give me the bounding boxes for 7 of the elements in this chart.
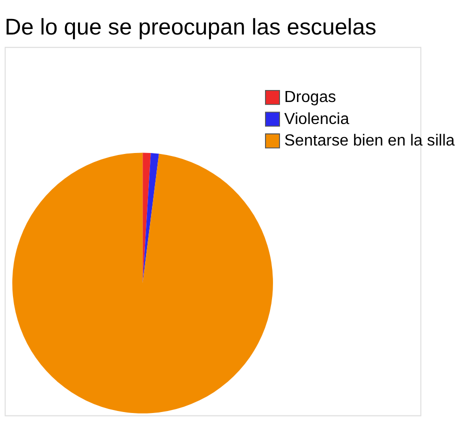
pie-slice: [142, 152, 151, 284]
legend-label: Violencia: [284, 110, 350, 128]
pie-slice: [142, 152, 159, 284]
legend-label: Drogas: [284, 88, 336, 106]
legend-label: Sentarse bien en la silla: [284, 132, 455, 150]
chart-title: De lo que se preocupan las escuelas: [4, 14, 376, 40]
pie-slice: [12, 152, 273, 414]
